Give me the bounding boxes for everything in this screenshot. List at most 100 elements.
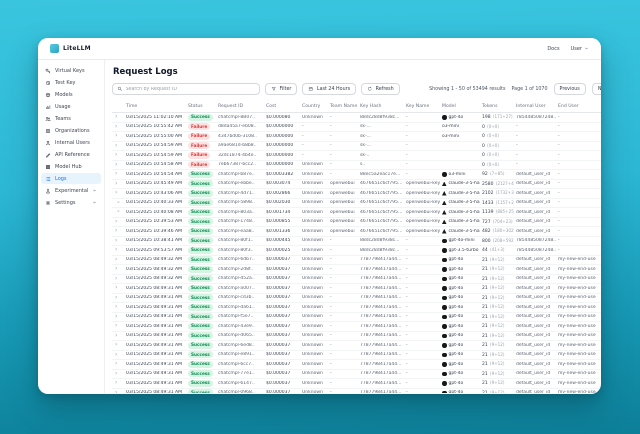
table-row[interactable]: › 03/15/2025 10:54:58 AM Failure 7eb67387-b… [112, 161, 601, 170]
cell-key-name: - [406, 124, 408, 130]
expand-row-icon[interactable]: › [115, 133, 118, 140]
expand-row-icon[interactable]: › [115, 171, 118, 178]
cell-model: gpt-4o [440, 324, 480, 329]
table-row[interactable]: › 03/15/2025 10:55:42 AM Failure d8da45a7-e… [112, 123, 601, 132]
table-row[interactable]: › 03/15/2025 10:54:59 AM Failure a9ae681d-b… [112, 142, 601, 151]
openai-icon [442, 371, 447, 376]
expand-row-icon[interactable]: › [115, 228, 118, 235]
date-range-button[interactable]: Last 24 Hours [302, 83, 357, 95]
status-badge: Success [188, 351, 213, 359]
cell-model: gpt-4o [440, 352, 480, 357]
sidebar-item-organizations[interactable]: Organizations [41, 125, 101, 136]
refresh-icon [367, 86, 373, 92]
expand-row-icon[interactable]: › [115, 351, 118, 358]
expand-row-icon[interactable]: › [115, 380, 118, 387]
table-row[interactable]: › 03/15/2025 08:49:32 AM Success chatcmpl-2… [112, 265, 601, 275]
expand-row-icon[interactable]: › [115, 266, 118, 273]
model-name: gpt-4o [448, 361, 464, 367]
expand-row-icon[interactable]: › [115, 323, 118, 330]
refresh-button[interactable]: Refresh [361, 83, 400, 95]
litellm-logo-icon [50, 44, 59, 53]
sidebar-item-internal-users[interactable]: Internal Users [41, 137, 101, 148]
next-page-button[interactable]: Next [591, 83, 601, 95]
status-badge: Success [188, 237, 213, 245]
expand-row-icon[interactable]: › [115, 114, 118, 121]
sidebar-item-api-reference[interactable]: API Reference [41, 149, 101, 160]
sidebar-item-logs[interactable]: Logs [41, 173, 101, 184]
table-row[interactable]: › 03/15/2025 08:49:31 AM Success chatcmpl-c… [112, 294, 601, 303]
table-row[interactable]: › 03/15/2025 10:38:41 AM Success chatcmpl-8… [112, 237, 601, 246]
cell-cost: $0.000037 [266, 276, 291, 282]
expand-row-icon[interactable]: › [115, 218, 118, 225]
table-row[interactable]: › 03/15/2025 10:54:54 AM Success chatcmpl-b… [112, 170, 601, 180]
expand-row-icon[interactable]: › [115, 237, 118, 244]
table-row[interactable]: › 03/15/2025 08:49:32 AM Success chatcmpl-d… [112, 275, 601, 284]
expand-row-icon[interactable]: › [115, 142, 118, 149]
sidebar-item-virtual-keys[interactable]: Virtual Keys [41, 65, 101, 76]
expand-row-icon[interactable]: › [115, 304, 118, 311]
table-row[interactable]: ›03/15/2025 08:49:31 AM Success chatcmpl-0… [112, 389, 601, 393]
expand-row-icon[interactable]: › [115, 180, 118, 187]
sidebar-item-teams[interactable]: Teams [41, 113, 101, 124]
expand-row-icon[interactable]: › [115, 123, 118, 130]
expand-row-icon[interactable]: › [115, 161, 118, 168]
table-row[interactable]: › 03/15/2025 08:49:31 AM Success chatcmpl-d… [112, 332, 601, 341]
expand-row-icon[interactable]: › [115, 247, 118, 254]
user-menu[interactable]: User [571, 46, 589, 52]
search-input[interactable] [125, 86, 255, 92]
column-header-expand [112, 104, 124, 110]
table-row[interactable]: › 03/15/2025 10:40:08 AM Success chatcmpl-8… [112, 208, 601, 218]
table-row[interactable]: › 03/15/2025 09:53:57 AM Success chatcmpl-8… [112, 246, 601, 256]
table-row[interactable]: › 03/15/2025 08:49:31 AM Success chatcmpl-a… [112, 284, 601, 294]
expand-row-icon[interactable]: › [112, 390, 124, 393]
expand-row-icon[interactable]: › [115, 285, 118, 292]
table-row[interactable]: › 03/15/2025 11:02:10 AM Success chatcmpl-8… [112, 113, 601, 123]
previous-page-button[interactable]: Previous [553, 83, 586, 95]
cell-key-hash: 7787798417a44... [360, 352, 402, 358]
openai-icon [442, 286, 447, 291]
sidebar-item-settings[interactable]: Settings [41, 197, 101, 208]
table-row[interactable]: › 03/15/2025 08:49:31 AM Success chatcmpl-d… [112, 303, 601, 313]
docs-link[interactable]: Docs [547, 45, 560, 52]
sidebar-item-models[interactable]: Models [41, 89, 101, 100]
status-badge: Success [188, 208, 213, 216]
cell-time: 03/15/2025 08:49:31 AM [126, 380, 182, 386]
table-row[interactable]: › 03/15/2025 08:49:31 AM Success chatcmpl-f… [112, 313, 601, 322]
expand-row-icon[interactable]: › [115, 294, 118, 301]
expand-row-icon[interactable]: › [115, 190, 118, 197]
tokens-breakdown: (9+12) [488, 313, 505, 319]
table-row[interactable]: › 03/15/2025 08:49:31 AM Success chatcmpl-6… [112, 341, 601, 351]
table-row[interactable]: › 03/15/2025 08:49:32 AM Success chatcmpl-6… [112, 256, 601, 265]
table-row[interactable]: › 03/15/2025 10:39:53 AM Success chatcmpl-1… [112, 218, 601, 227]
table-row[interactable]: › 03/15/2025 08:49:31 AM Success chatcmpl-e… [112, 351, 601, 360]
table-row[interactable]: › 03/15/2025 08:49:31 AM Success chatcmpl-4… [112, 322, 601, 332]
cell-country: Unknown [302, 228, 323, 234]
table-row[interactable]: ›03/15/2025 10:40:33 AMSuccesschatcmpl-5… [112, 199, 601, 208]
sidebar-item-experimental[interactable]: Experimental [41, 185, 101, 196]
expand-row-icon[interactable]: › [115, 313, 118, 320]
expand-row-icon[interactable]: › [115, 275, 118, 282]
expand-row-icon[interactable]: › [115, 370, 118, 377]
expand-row-icon[interactable]: › [115, 361, 118, 368]
cell-key-hash: 7787798417a44... [360, 390, 402, 393]
table-row[interactable]: › 03/15/2025 10:39:46 AM Success chatcmpl-e… [112, 227, 601, 237]
expand-row-icon[interactable]: › [115, 152, 118, 159]
cell-team-name: - [330, 333, 332, 339]
filter-button[interactable]: Filter [265, 83, 298, 95]
table-row[interactable]: › 03/15/2025 08:49:31 AM Success chatcmpl-6… [112, 360, 601, 370]
expand-row-icon[interactable]: › [115, 332, 118, 339]
table-row[interactable]: › 03/15/2025 08:49:31 AM Success chatcmpl-7… [112, 370, 601, 379]
sidebar-item-test-key[interactable]: Test Key [41, 77, 101, 88]
expand-row-icon[interactable]: › [115, 256, 118, 263]
expand-row-icon[interactable]: › [115, 342, 118, 349]
sidebar-item-usage[interactable]: Usage [41, 101, 101, 112]
cell-end-user: my-new-end-user-1 [558, 333, 596, 339]
table-row[interactable]: › 03/15/2025 10:54:59 AM Failure 32dc1874-4… [112, 151, 601, 161]
table-row[interactable]: › 03/15/2025 10:45:49 AM Success chatcmpl-e… [112, 180, 601, 189]
table-row[interactable]: › 03/15/2025 10:55:00 AM Failure 4347bd0b-3… [112, 132, 601, 142]
sidebar-item-model-hub[interactable]: Model Hub [41, 161, 101, 172]
table-row[interactable]: › 03/15/2025 10:43:06 AM Success chatcmpl-4… [112, 189, 601, 199]
collapse-row-icon[interactable]: › [115, 207, 121, 219]
table-row[interactable]: › 03/15/2025 08:49:31 AM Success chatcmpl-6… [112, 379, 601, 389]
cell-request-id: chatcmpl-803a.. [218, 209, 255, 215]
